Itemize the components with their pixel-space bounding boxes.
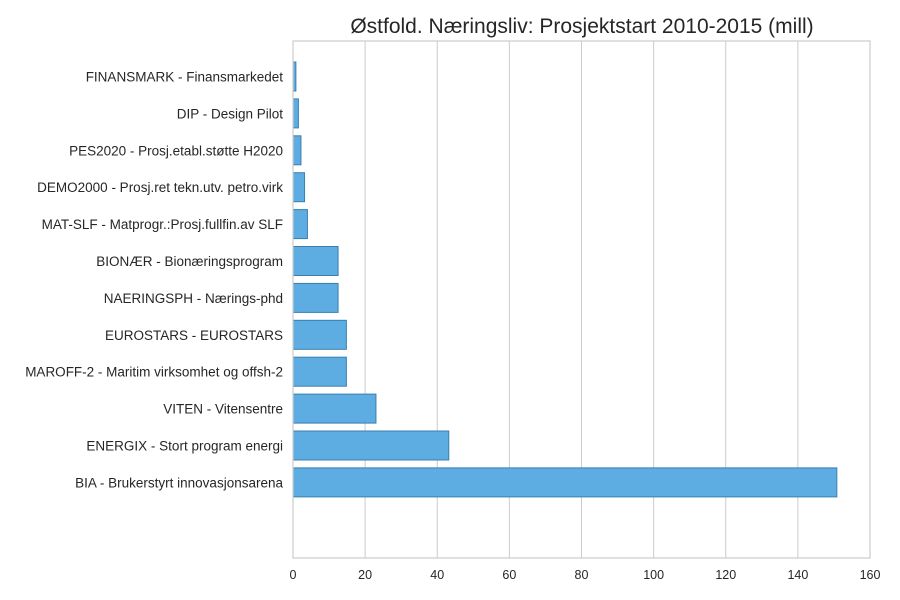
category-label: EUROSTARS - EUROSTARS: [105, 328, 283, 343]
bar: [292, 356, 347, 387]
category-label: BIA - Brukerstyrt innovasjonsarena: [75, 475, 283, 490]
bars: [292, 61, 838, 498]
x-tick-labels: 0 20 40 60 80 100 120 140 160: [290, 568, 881, 582]
x-tick-label: 20: [358, 568, 372, 582]
chart-title: Østfold. Næringsliv: Prosjektstart 2010-…: [350, 15, 813, 38]
x-tick-label: 40: [430, 568, 444, 582]
category-label: ENERGIX - Stort program energi: [86, 439, 283, 454]
bar: [292, 172, 306, 203]
category-label: DIP - Design Pilot: [177, 106, 284, 121]
bar: [292, 135, 302, 166]
x-tick-label: 60: [502, 568, 516, 582]
bar: [292, 282, 339, 313]
category-label: PES2020 - Prosj.etabl.støtte H2020: [69, 143, 283, 158]
category-label: MAT-SLF - Matprogr.:Prosj.fullfin.av SLF: [42, 217, 283, 232]
category-label: MAROFF-2 - Maritim virksomhet og offsh-2: [25, 365, 283, 380]
x-tick-label: 160: [860, 568, 881, 582]
x-tick-label: 80: [575, 568, 589, 582]
category-label: FINANSMARK - Finansmarkedet: [86, 70, 284, 85]
bar: [292, 467, 838, 498]
x-tick-label: 140: [787, 568, 808, 582]
bar: [292, 319, 347, 350]
bar: [292, 98, 299, 129]
bar: [292, 209, 308, 240]
category-label: VITEN - Vitensentre: [163, 402, 283, 417]
category-label: DEMO2000 - Prosj.ret tekn.utv. petro.vir…: [37, 180, 283, 195]
x-tick-label: 120: [715, 568, 736, 582]
category-label: BIONÆR - Bionæringsprogram: [96, 254, 283, 269]
plot-frame: [292, 40, 871, 559]
category-label: NAERINGSPH - Nærings-phd: [104, 291, 283, 306]
x-tick-label: 0: [290, 568, 297, 582]
bar: [292, 430, 450, 461]
x-tick-label: 100: [643, 568, 664, 582]
bar: [292, 246, 339, 276]
bar: [292, 393, 377, 424]
category-labels: FINANSMARK - Finansmarkedet DIP - Design …: [25, 70, 283, 491]
